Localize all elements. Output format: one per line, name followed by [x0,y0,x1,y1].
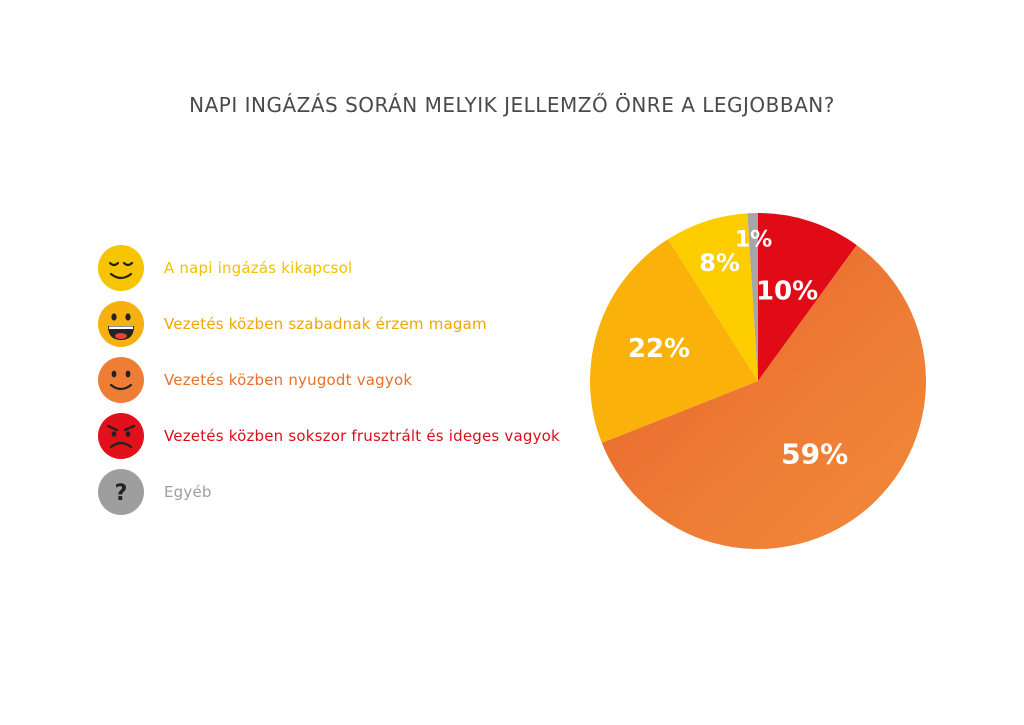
slice-data-label: 22% [628,334,690,364]
legend-label: Vezetés közben sokszor frusztrált és ide… [164,427,560,445]
svg-text:?: ? [115,481,128,506]
slice-data-label: 10% [756,277,818,307]
question-mark-icon: ? [98,469,144,515]
legend-label: A napi ingázás kikapcsol [164,259,353,277]
pie-slice [747,213,758,381]
slice-data-label: 8% [699,249,740,277]
relaxed-face-icon [98,245,144,291]
legend-item-calm: Vezetés közben nyugodt vagyok [96,352,616,408]
legend-item-free: Vezetés közben szabadnak érzem magam [96,296,616,352]
grinning-face-icon [98,301,144,347]
pie-slice [758,213,857,381]
pie-slice [590,239,758,443]
legend-item-frustrated: Vezetés közben sokszor frusztrált és ide… [96,408,616,464]
slice-data-label: 59% [781,438,848,471]
legend: A napi ingázás kikapcsol Vezetés közben … [96,240,616,520]
pie-chart: 10% 59% 22% 8%1% [590,213,926,549]
legend-item-relaxed: A napi ingázás kikapcsol [96,240,616,296]
angry-face-icon [98,413,144,459]
legend-item-other: ? Egyéb [96,464,616,520]
slice-data-label: 1% [735,227,772,252]
calm-smile-icon [98,357,144,403]
chart-title: NAPI INGÁZÁS SORÁN MELYIK JELLEMZŐ ÖNRE … [189,93,835,117]
legend-label: Egyéb [164,483,212,501]
pie-slice [601,245,926,549]
legend-label: Vezetés közben szabadnak érzem magam [164,315,487,333]
pie-slice [667,213,758,381]
legend-label: Vezetés közben nyugodt vagyok [164,371,413,389]
